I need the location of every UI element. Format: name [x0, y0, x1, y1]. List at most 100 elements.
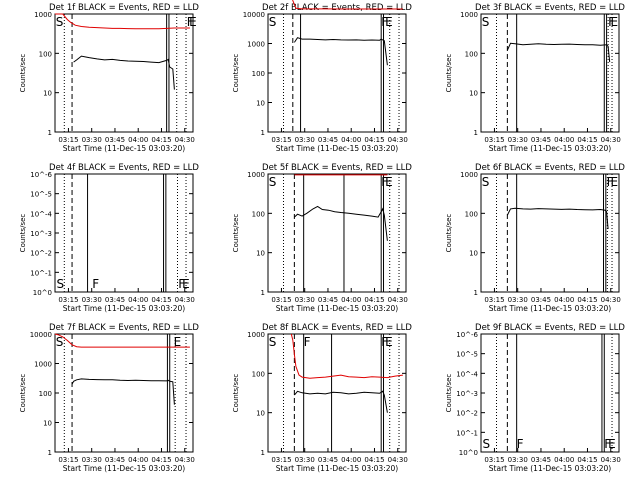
y-tick-label: 1000	[247, 331, 265, 339]
x-tick-label: 04:15	[577, 136, 597, 144]
chart-panel-9: Det 9f BLACK = Events, RED = LLD 10^0 10^-…	[445, 323, 625, 473]
x-tick-label: 04:15	[364, 136, 384, 144]
marker-s: S	[269, 15, 277, 29]
y-tick-label: 10^-5	[30, 191, 52, 199]
x-axis-label: Start Time (11-Dec-15 03:03:20)	[276, 144, 398, 153]
y-tick-label: 10^0	[459, 449, 478, 457]
series-lld	[55, 13, 190, 30]
chart-title: Det 3f BLACK = Events, RED = LLD	[475, 3, 625, 13]
x-tick-label: 04:00	[554, 456, 574, 464]
y-tick-label: 10^-5	[456, 351, 478, 359]
x-tick-label: 04:30	[388, 456, 408, 464]
marker-e: E	[189, 15, 197, 29]
x-tick-label: 03:30	[82, 456, 102, 464]
marker-s: S	[483, 437, 491, 451]
chart-title: Det 4f BLACK = Events, RED = LLD	[49, 163, 199, 173]
x-tick-label: 04:30	[388, 136, 408, 144]
y-tick-label: 10^0	[33, 289, 52, 297]
marker-e: E	[174, 335, 182, 349]
y-tick-label: 1	[261, 289, 265, 297]
marker-f: F	[607, 175, 614, 189]
y-axis-label: Counts/sec	[19, 214, 27, 253]
chart-panel-3: Det 3f BLACK = Events, RED = LLD 1 10 100 10…	[445, 3, 625, 153]
marker-s: S	[56, 335, 64, 349]
y-tick-label: 10	[256, 250, 265, 258]
y-axis-label: Counts/sec	[232, 54, 240, 93]
marker-e: E	[385, 335, 393, 349]
y-tick-label: 10	[43, 90, 52, 98]
x-axis-label: Start Time (11-Dec-15 03:03:20)	[489, 464, 611, 473]
x-tick-label: 03:45	[318, 136, 338, 144]
x-tick-label: 03:45	[318, 456, 338, 464]
x-tick-label: 04:00	[341, 136, 361, 144]
x-tick-label: 03:45	[105, 296, 125, 304]
y-axis-label: Counts/sec	[19, 374, 27, 413]
x-tick-label: 04:30	[388, 296, 408, 304]
marker-e: E	[385, 15, 393, 29]
series-events	[73, 55, 175, 90]
chart-panel-6: Det 6f BLACK = Events, RED = LLD 1 10 100 10…	[445, 163, 625, 313]
y-tick-label: 1000	[460, 171, 478, 179]
y-tick-label: 10^-3	[30, 230, 52, 238]
axes-frame	[267, 173, 407, 293]
x-tick-label: 04:00	[554, 136, 574, 144]
x-tick-label: 03:30	[295, 136, 315, 144]
series-events	[293, 37, 388, 66]
series-events	[506, 207, 609, 230]
marker-f: F	[381, 175, 388, 189]
x-tick-label: 03:30	[508, 296, 528, 304]
y-tick-label: 1	[48, 129, 52, 137]
marker-s: S	[482, 15, 490, 29]
series-events	[506, 42, 611, 63]
y-axis-label: Counts/sec	[445, 374, 453, 413]
x-tick-label: 04:00	[341, 296, 361, 304]
x-axis-label: Start Time (11-Dec-15 03:03:20)	[63, 144, 185, 153]
chart-title: Det 2f BLACK = Events, RED = LLD	[262, 3, 412, 13]
marker-s: S	[269, 335, 277, 349]
axes-frame	[54, 173, 194, 293]
marker-s: S	[56, 15, 64, 29]
marker-e: E	[610, 175, 618, 189]
y-tick-label: 10000	[243, 11, 265, 19]
x-tick-label: 04:00	[128, 296, 148, 304]
marker-f: F	[608, 15, 615, 29]
x-tick-label: 04:00	[128, 136, 148, 144]
chart-title: Det 9f BLACK = Events, RED = LLD	[475, 323, 625, 333]
x-tick-label: 04:15	[364, 456, 384, 464]
chart-title: Det 5f BLACK = Events, RED = LLD	[262, 163, 412, 173]
y-tick-label: 100	[39, 390, 52, 398]
x-tick-label: 04:15	[151, 296, 171, 304]
y-tick-label: 1	[261, 129, 265, 137]
y-tick-label: 1000	[460, 11, 478, 19]
marker-f: F	[381, 335, 388, 349]
x-tick-label: 03:15	[58, 456, 78, 464]
series-lld	[292, 0, 403, 10]
x-tick-label: 03:15	[271, 456, 291, 464]
marker-f: F	[187, 15, 194, 29]
marker-e: E	[608, 437, 616, 451]
x-tick-label: 03:15	[484, 296, 504, 304]
x-tick-label: 04:30	[175, 296, 195, 304]
y-tick-label: 10^-2	[30, 250, 52, 258]
x-tick-label: 04:15	[577, 296, 597, 304]
chart-panel-4: Det 4f BLACK = Events, RED = LLD 10^0 10^-…	[19, 163, 199, 313]
axes-frame	[267, 13, 407, 133]
x-tick-label: 03:15	[271, 296, 291, 304]
y-tick-label: 10^-6	[456, 331, 478, 339]
y-tick-label: 10^-6	[30, 171, 52, 179]
marker-e: E	[610, 15, 618, 29]
x-tick-label: 04:15	[577, 456, 597, 464]
x-tick-label: 03:30	[295, 456, 315, 464]
x-axis-label: Start Time (11-Dec-15 03:03:20)	[276, 304, 398, 313]
axes-frame	[54, 333, 194, 453]
chart-title: Det 7f BLACK = Events, RED = LLD	[49, 323, 199, 333]
x-tick-label: 04:15	[151, 136, 171, 144]
x-tick-label: 03:30	[82, 296, 102, 304]
y-tick-label: 1	[474, 129, 478, 137]
axes-frame	[267, 333, 407, 453]
chart-panel-7: Det 7f BLACK = Events, RED = LLD 1 10 100 10…	[19, 323, 199, 473]
y-tick-label: 100	[252, 370, 265, 378]
x-tick-label: 03:30	[508, 456, 528, 464]
y-tick-label: 10	[43, 420, 52, 428]
